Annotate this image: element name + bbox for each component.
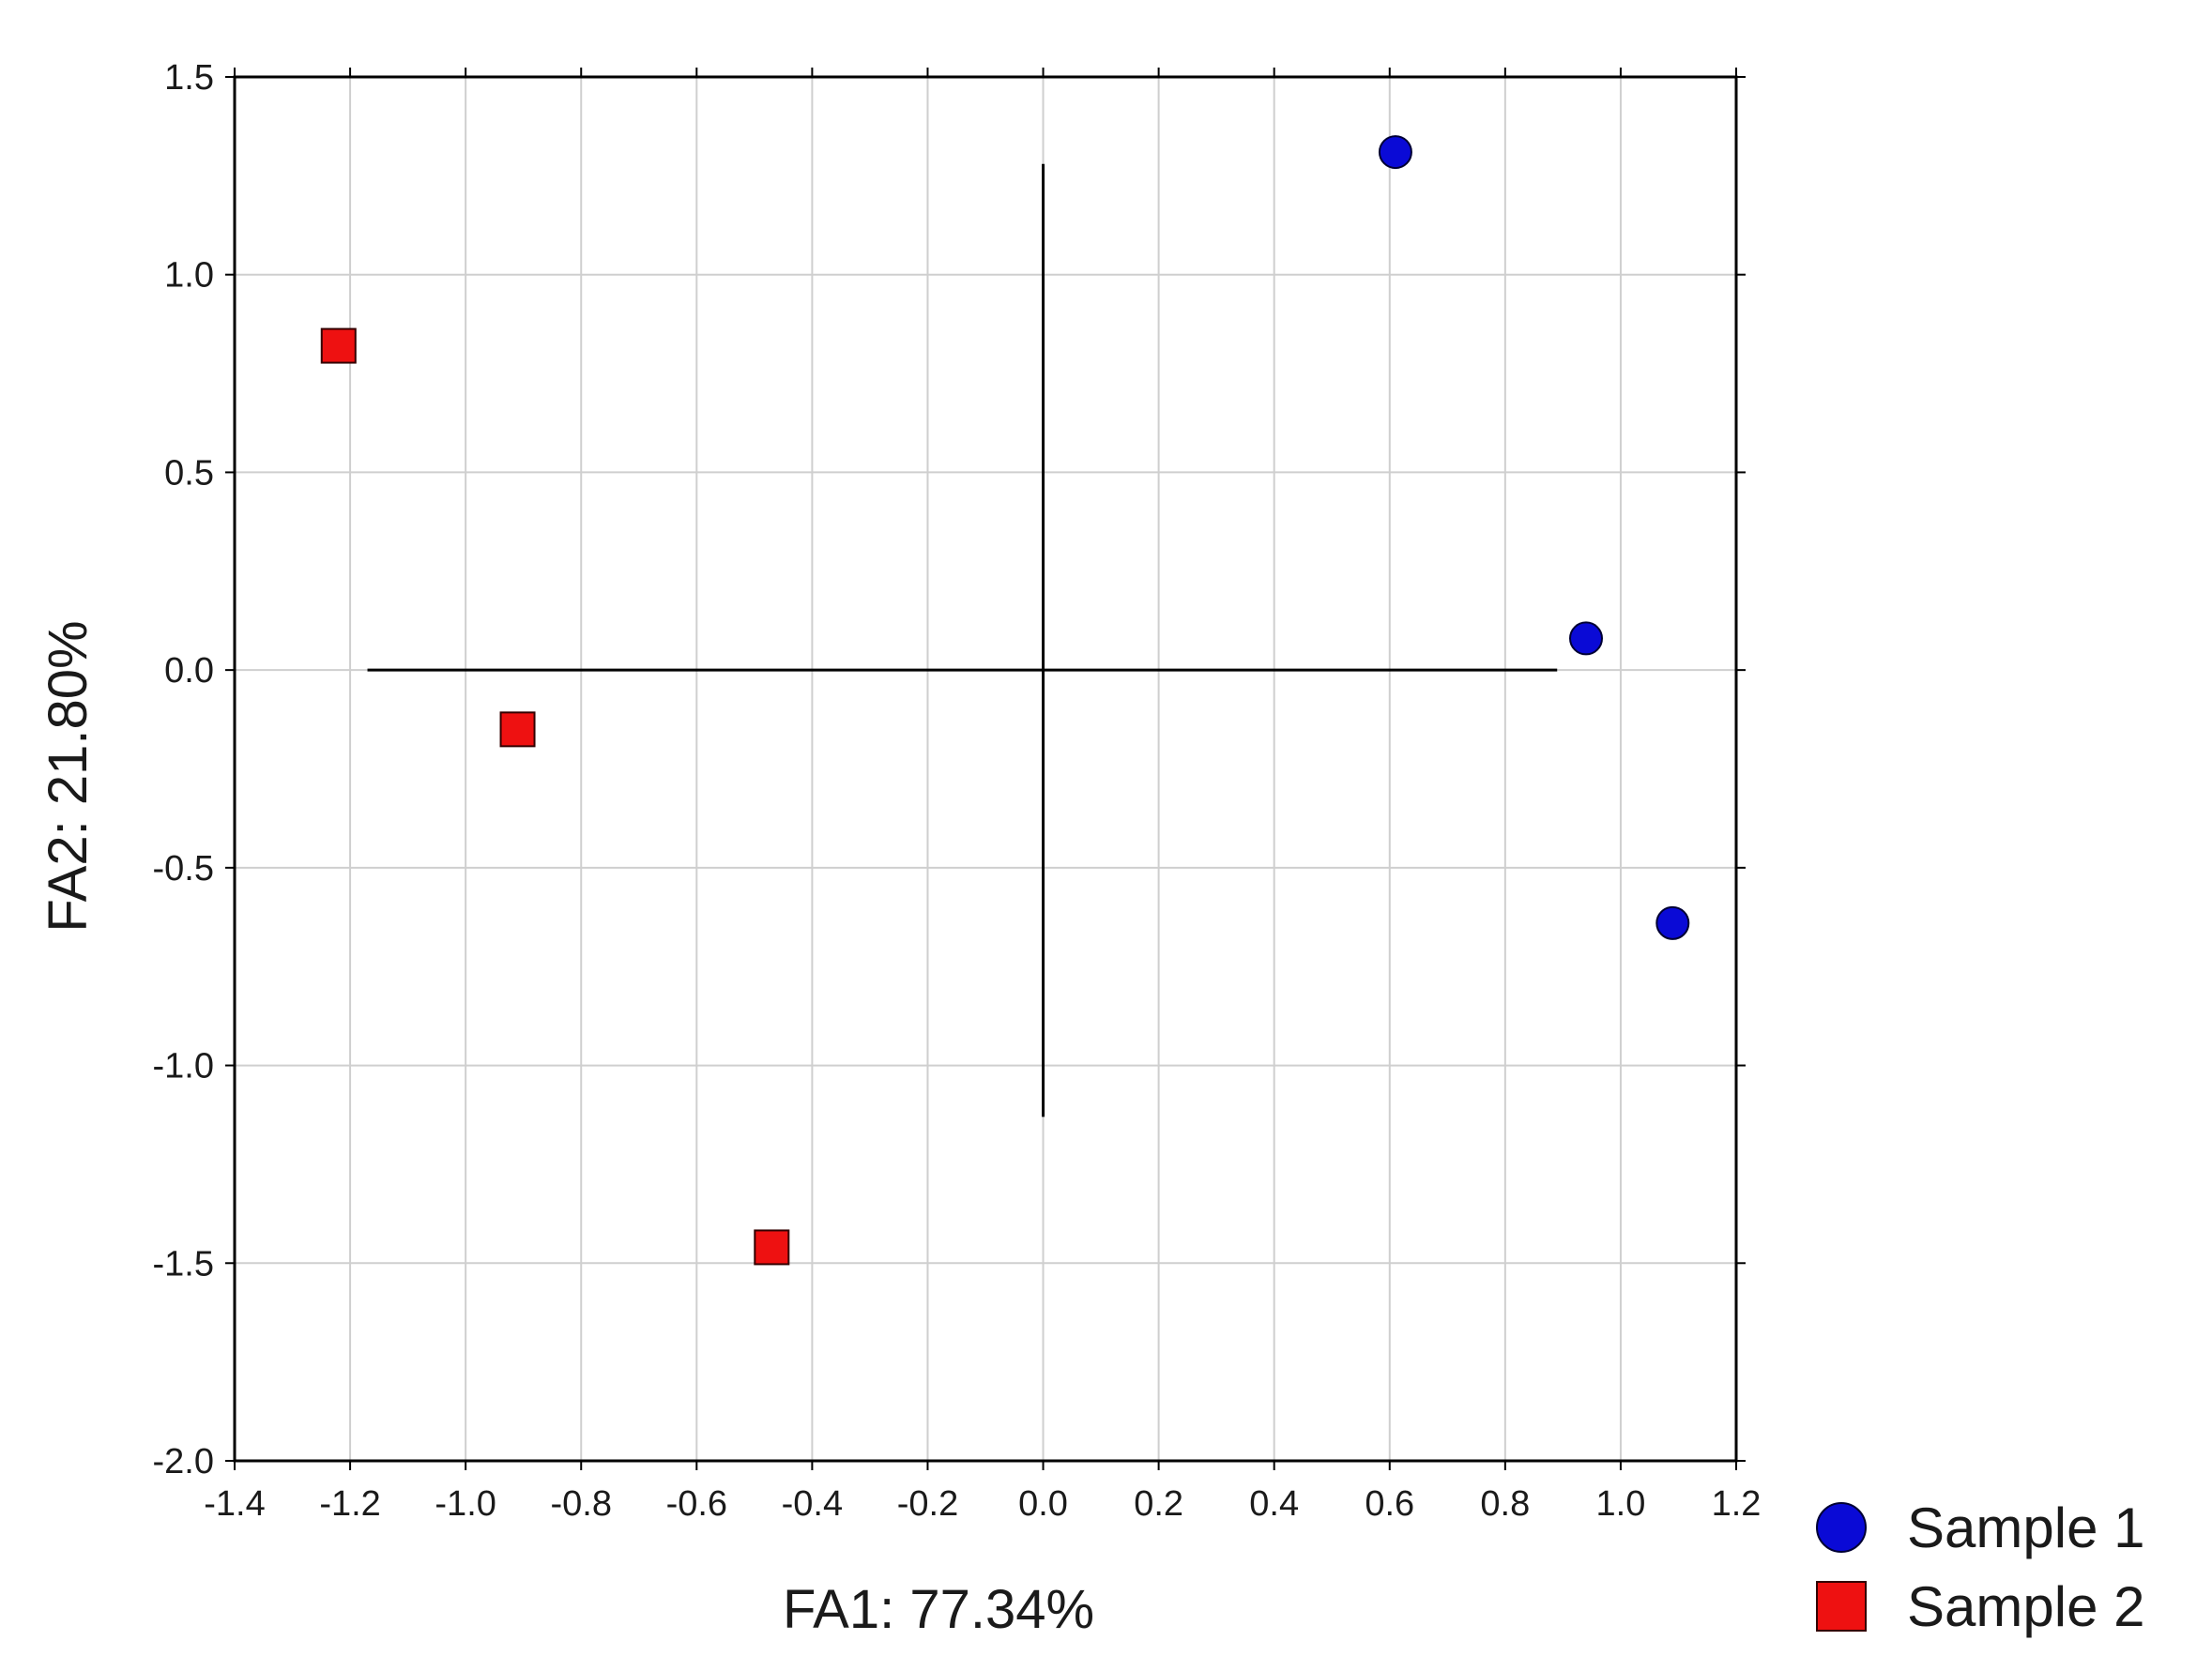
point-series-1-2	[1569, 621, 1603, 656]
x-tick-label: 0.8	[1480, 1484, 1530, 1524]
y-tick-label: 1.5	[164, 58, 214, 98]
y-tick-label: -2.0	[153, 1442, 214, 1481]
x-tick-label: 1.0	[1596, 1484, 1646, 1524]
y-tick-label: -1.0	[153, 1047, 214, 1086]
x-tick-label: -1.2	[319, 1484, 380, 1524]
legend-marker-circle	[1816, 1502, 1867, 1553]
x-tick-label: -1.0	[435, 1484, 496, 1524]
x-axis-title: FA1: 77.34%	[783, 1579, 1094, 1640]
y-tick-label: 1.0	[164, 256, 214, 296]
point-series-2-2	[499, 711, 536, 748]
y-axis-title: FA2: 21.80%	[38, 620, 99, 932]
y-tick-label: 0.0	[164, 651, 214, 691]
x-tick-label: 1.2	[1712, 1484, 1762, 1524]
y-tick-label: 0.5	[164, 453, 214, 493]
x-tick-label: -0.6	[666, 1484, 727, 1524]
point-series-2-3	[754, 1229, 790, 1266]
legend-marker-square	[1816, 1581, 1867, 1632]
y-tick-label: -1.5	[153, 1244, 214, 1284]
grid-lines	[235, 77, 1736, 1461]
y-tick-label: -0.5	[153, 849, 214, 889]
x-tick-label: -0.2	[897, 1484, 958, 1524]
legend: Sample 1 Sample 2	[1816, 1496, 2144, 1638]
x-tick-label: 0.6	[1365, 1484, 1414, 1524]
legend-label-series-2: Sample 2	[1907, 1575, 2144, 1638]
point-series-1-3	[1655, 905, 1690, 940]
data-points	[320, 135, 1690, 1266]
legend-label-series-1: Sample 1	[1907, 1496, 2144, 1559]
x-tick-label: 0.4	[1249, 1484, 1299, 1524]
x-tick-label: 0.0	[1018, 1484, 1068, 1524]
plot-area-frame	[233, 75, 1738, 1463]
x-tick-label: -1.4	[204, 1484, 265, 1524]
point-series-2-1	[320, 327, 357, 364]
x-tick-label: 0.2	[1134, 1484, 1183, 1524]
point-series-1-1	[1378, 135, 1412, 170]
x-tick-label: -0.8	[550, 1484, 611, 1524]
reference-lines	[367, 163, 1558, 1117]
x-tick-label: -0.4	[782, 1484, 843, 1524]
axis-ticks: -1.4 -1.2 -1.0 -0.8 -0.6 -0.4 -0.2 0.0 0.2 0.4 0.6…	[153, 58, 1762, 1524]
